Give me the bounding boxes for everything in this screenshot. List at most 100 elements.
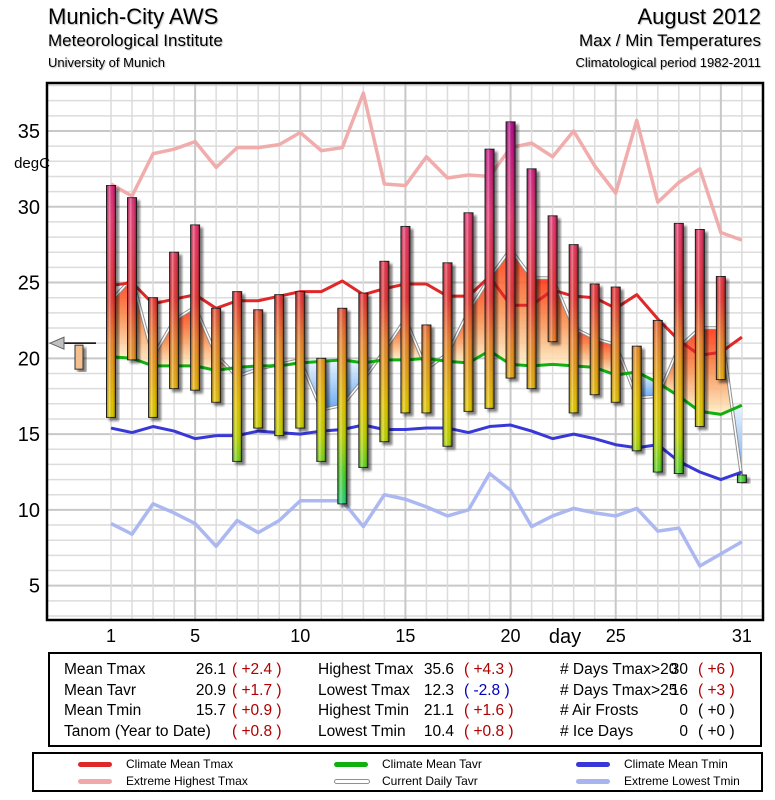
daily-bar-shine xyxy=(737,475,747,483)
stat-anomaly: ( +6 ) xyxy=(698,661,735,678)
daily-bar-shine xyxy=(148,297,158,418)
stat-label: Highest Tmax xyxy=(318,661,414,678)
legend-swatch xyxy=(334,762,368,767)
daily-bar-shine xyxy=(548,215,558,342)
legend-swatch xyxy=(78,762,112,767)
stat-label: Mean Tmin xyxy=(64,702,142,719)
stat-value: 26.1 xyxy=(195,661,226,678)
daily-bar xyxy=(106,185,116,418)
y-tick-label: 5 xyxy=(29,576,40,598)
stat-label: Highest Tmin xyxy=(318,702,410,719)
x-tick-label: 5 xyxy=(190,626,200,646)
warm-anomaly-fill xyxy=(510,249,532,366)
x-tick-label: 25 xyxy=(606,626,626,646)
daily-bar xyxy=(379,260,390,443)
station-title: Munich-City AWS xyxy=(48,4,219,29)
daily-bar-shine xyxy=(442,262,452,447)
daily-bar xyxy=(358,292,369,468)
daily-bar-shine xyxy=(400,226,410,413)
daily-bar-shine xyxy=(379,261,389,442)
daily-bar xyxy=(127,197,138,361)
daily-bar xyxy=(442,262,453,447)
daily-bar-shine xyxy=(253,309,263,429)
stat-anomaly: ( +4.3 ) xyxy=(464,661,514,678)
warm-anomaly-fill xyxy=(699,328,721,415)
daily-bar-shine xyxy=(674,223,684,474)
stat-label: Mean Tavr xyxy=(64,681,137,699)
legend-swatch xyxy=(576,779,610,784)
stat-value: 30 xyxy=(670,661,688,678)
cool-anomaly-fill xyxy=(342,359,364,406)
daily-bar xyxy=(631,345,642,452)
x-tick-label: 31 xyxy=(732,626,752,646)
daily-bar-shine xyxy=(106,185,116,418)
legend-swatch xyxy=(334,779,370,784)
daily-bar-shine xyxy=(211,308,221,403)
warm-anomaly-fill xyxy=(468,277,490,363)
stat-label: # Air Frosts xyxy=(560,702,639,719)
statistics-panel: Mean Tmax 26.1 ( +2.4 ) Mean Tavr 20.9 ( +1.7… xyxy=(48,652,762,747)
extreme-highest-tmaxline xyxy=(110,91,743,242)
legend-label: Current Daily Tavr xyxy=(382,774,478,788)
y-tick-label: 10 xyxy=(18,500,40,522)
stat-anomaly: ( +3 ) xyxy=(698,681,735,699)
daily-bar-shine xyxy=(632,346,642,451)
daily-bar-shine xyxy=(527,168,537,389)
stat-anomaly: ( +0.8 ) xyxy=(464,722,514,740)
daily-bar xyxy=(232,291,243,462)
stat-label: # Days Tmax>25 xyxy=(560,681,678,699)
daily-bar xyxy=(694,228,705,428)
daily-bar xyxy=(274,294,285,437)
daily-bar xyxy=(316,357,327,462)
y-tick-label: 30 xyxy=(18,197,40,219)
y-tick-label: 15 xyxy=(18,424,40,446)
daily-bar-shine xyxy=(127,197,137,360)
daily-bar-shine xyxy=(232,291,242,462)
legend-label: Climate Mean Tmax xyxy=(126,757,234,771)
daily-bar xyxy=(589,283,600,396)
daily-bar-shine xyxy=(695,229,705,427)
stat-value: 10.4 xyxy=(423,722,454,740)
stat-value: 35.6 xyxy=(423,661,454,678)
daily-bar-shine xyxy=(421,324,431,413)
legend-swatch xyxy=(78,779,112,784)
daily-bar xyxy=(253,309,264,429)
university-title: University of Munich xyxy=(48,55,166,70)
daily-bar xyxy=(652,319,663,473)
daily-bar xyxy=(190,224,201,391)
y-tick-label: 35 xyxy=(18,121,40,143)
y-tick-label: 20 xyxy=(18,348,40,370)
daily-bar-shine xyxy=(464,212,474,412)
daily-bar-shine xyxy=(506,121,516,379)
warm-anomaly-fill xyxy=(489,249,511,365)
stat-label: Lowest Tmax xyxy=(318,681,410,699)
daily-bar xyxy=(463,212,474,412)
stat-anomaly: ( +0 ) xyxy=(698,702,735,719)
stat-value: 16 xyxy=(670,681,688,699)
daily-bar xyxy=(610,286,621,403)
stat-value: 0 xyxy=(679,702,688,719)
x-tick-label: 1 xyxy=(106,626,116,646)
stat-value: 15.7 xyxy=(195,702,226,719)
daily-bars xyxy=(106,121,747,505)
stat-anomaly: ( +1.6 ) xyxy=(464,702,514,719)
stat-label: # Ice Days xyxy=(560,722,634,740)
daily-bar xyxy=(337,307,348,505)
stat-anomaly: ( +0 ) xyxy=(698,722,735,740)
daily-bar-shine xyxy=(485,149,495,409)
y-axis-label: degC xyxy=(14,155,50,172)
daily-bar xyxy=(568,244,579,414)
chart-subtitle: Max / Min Temperatures xyxy=(578,31,761,50)
legend-swatch xyxy=(576,762,610,767)
anomaly-indicator xyxy=(48,336,96,370)
warm-anomaly-fill xyxy=(174,306,196,366)
stat-value: 20.9 xyxy=(195,681,226,699)
x-tick-label: 20 xyxy=(501,626,521,646)
warm-anomaly-fill xyxy=(594,338,616,375)
stat-anomaly: ( +1.7 ) xyxy=(232,681,282,699)
indicator-anomaly-bar xyxy=(74,344,84,370)
plot-frame xyxy=(45,81,765,622)
daily-bar-shine xyxy=(569,244,579,413)
daily-bar xyxy=(505,121,516,379)
daily-bar-shine xyxy=(611,287,621,403)
